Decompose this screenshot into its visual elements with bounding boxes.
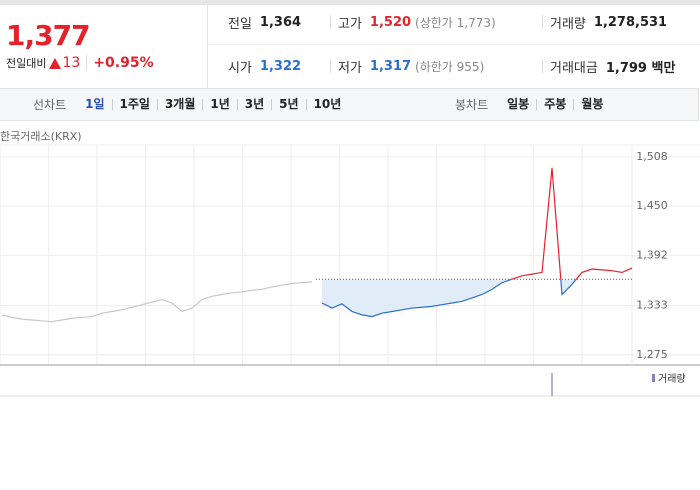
volume-bar (551, 372, 553, 396)
y-tick-label: 1,275 (636, 348, 668, 361)
change: 전일대비 13 +0.95% (6, 55, 154, 71)
up-icon (49, 57, 62, 69)
tab[interactable]: 1주일 (111, 98, 157, 110)
tab[interactable]: 일봉 (507, 97, 530, 111)
stat: 거래대금 1,799 백만 (550, 56, 675, 76)
line (1, 281, 313, 323)
stat-label: 거래대금 (550, 60, 598, 76)
divider (208, 44, 700, 45)
tab[interactable]: 3개월 (156, 98, 202, 110)
stat-value: 1,278,531 (593, 14, 668, 30)
stat: 거래량 1,278,531 (550, 12, 667, 32)
stat-note: (하한가 955) (415, 59, 485, 74)
stats: 전일 1,364 고가 1,520 (상한가 1,773) 거래량 1,278,531 시가 1… (208, 5, 700, 88)
change-rate: +0.95% (86, 55, 154, 71)
y-tick-label: 1,508 (636, 150, 668, 163)
tab[interactable]: 1일 (85, 97, 105, 111)
line (321, 167, 633, 318)
stat-value: 1,520 (369, 14, 412, 30)
tab[interactable]: 월봉 (573, 98, 610, 110)
price-box: 1,377 전일대비 13 +0.95% (0, 5, 208, 88)
chart: 한국거래소(KRX) 1,275 1,333 1,392 1,450 1,508 거래량 (0, 130, 700, 397)
separator (330, 59, 331, 73)
tab[interactable]: 10년 (305, 98, 349, 110)
tabs: 선차트 1일 1주일 3개월 1년 3년 5년 10년 봉차트 일봉 주봉 월봉 (0, 88, 699, 121)
y-tick-label: 1,333 (636, 299, 668, 312)
line-tabs: 선차트 1일 1주일 3개월 1년 3년 5년 10년 (33, 89, 348, 120)
change-value: 13 (62, 55, 81, 71)
legend-swatch (652, 374, 655, 382)
tab-group-label: 선차트 (33, 98, 67, 112)
tab[interactable]: 주봉 (536, 98, 573, 110)
tab[interactable]: 1년 (202, 98, 236, 110)
legend-label: 거래량 (658, 373, 686, 385)
stat-label: 시가 (228, 60, 252, 76)
stat-value: 1,322 (259, 58, 302, 74)
y-tick-label: 1,392 (636, 248, 668, 261)
stat-value: 1,799 백만 (605, 60, 676, 76)
tab-group-label: 봉차트 (455, 98, 489, 112)
stat-label: 저가 (338, 60, 362, 76)
stat: 전일 1,364 (228, 12, 301, 32)
stat-label: 거래량 (550, 16, 586, 32)
stat-label: 고가 (338, 16, 362, 32)
separator (542, 59, 543, 73)
stat: 저가 1,317 (하한가 955) (338, 56, 484, 76)
area (322, 279, 577, 317)
separator (542, 15, 543, 29)
stat-note: (상한가 1,773) (415, 15, 496, 30)
price: 1,377 (6, 19, 91, 52)
stat-value: 1,317 (369, 58, 412, 74)
stat: 시가 1,322 (228, 56, 301, 76)
y-tick-label: 1,450 (636, 199, 668, 212)
candle-tabs: 봉차트 일봉 주봉 월봉 (455, 89, 610, 120)
change-label: 전일대비 (6, 57, 47, 70)
tab[interactable]: 5년 (271, 98, 305, 110)
stat-value: 1,364 (259, 14, 302, 30)
tab[interactable]: 3년 (236, 98, 271, 110)
top-bar (0, 0, 700, 5)
stat-label: 전일 (228, 16, 252, 32)
stat: 고가 1,520 (상한가 1,773) (338, 12, 496, 32)
source: 한국거래소(KRX) (0, 130, 82, 143)
separator (330, 15, 331, 29)
